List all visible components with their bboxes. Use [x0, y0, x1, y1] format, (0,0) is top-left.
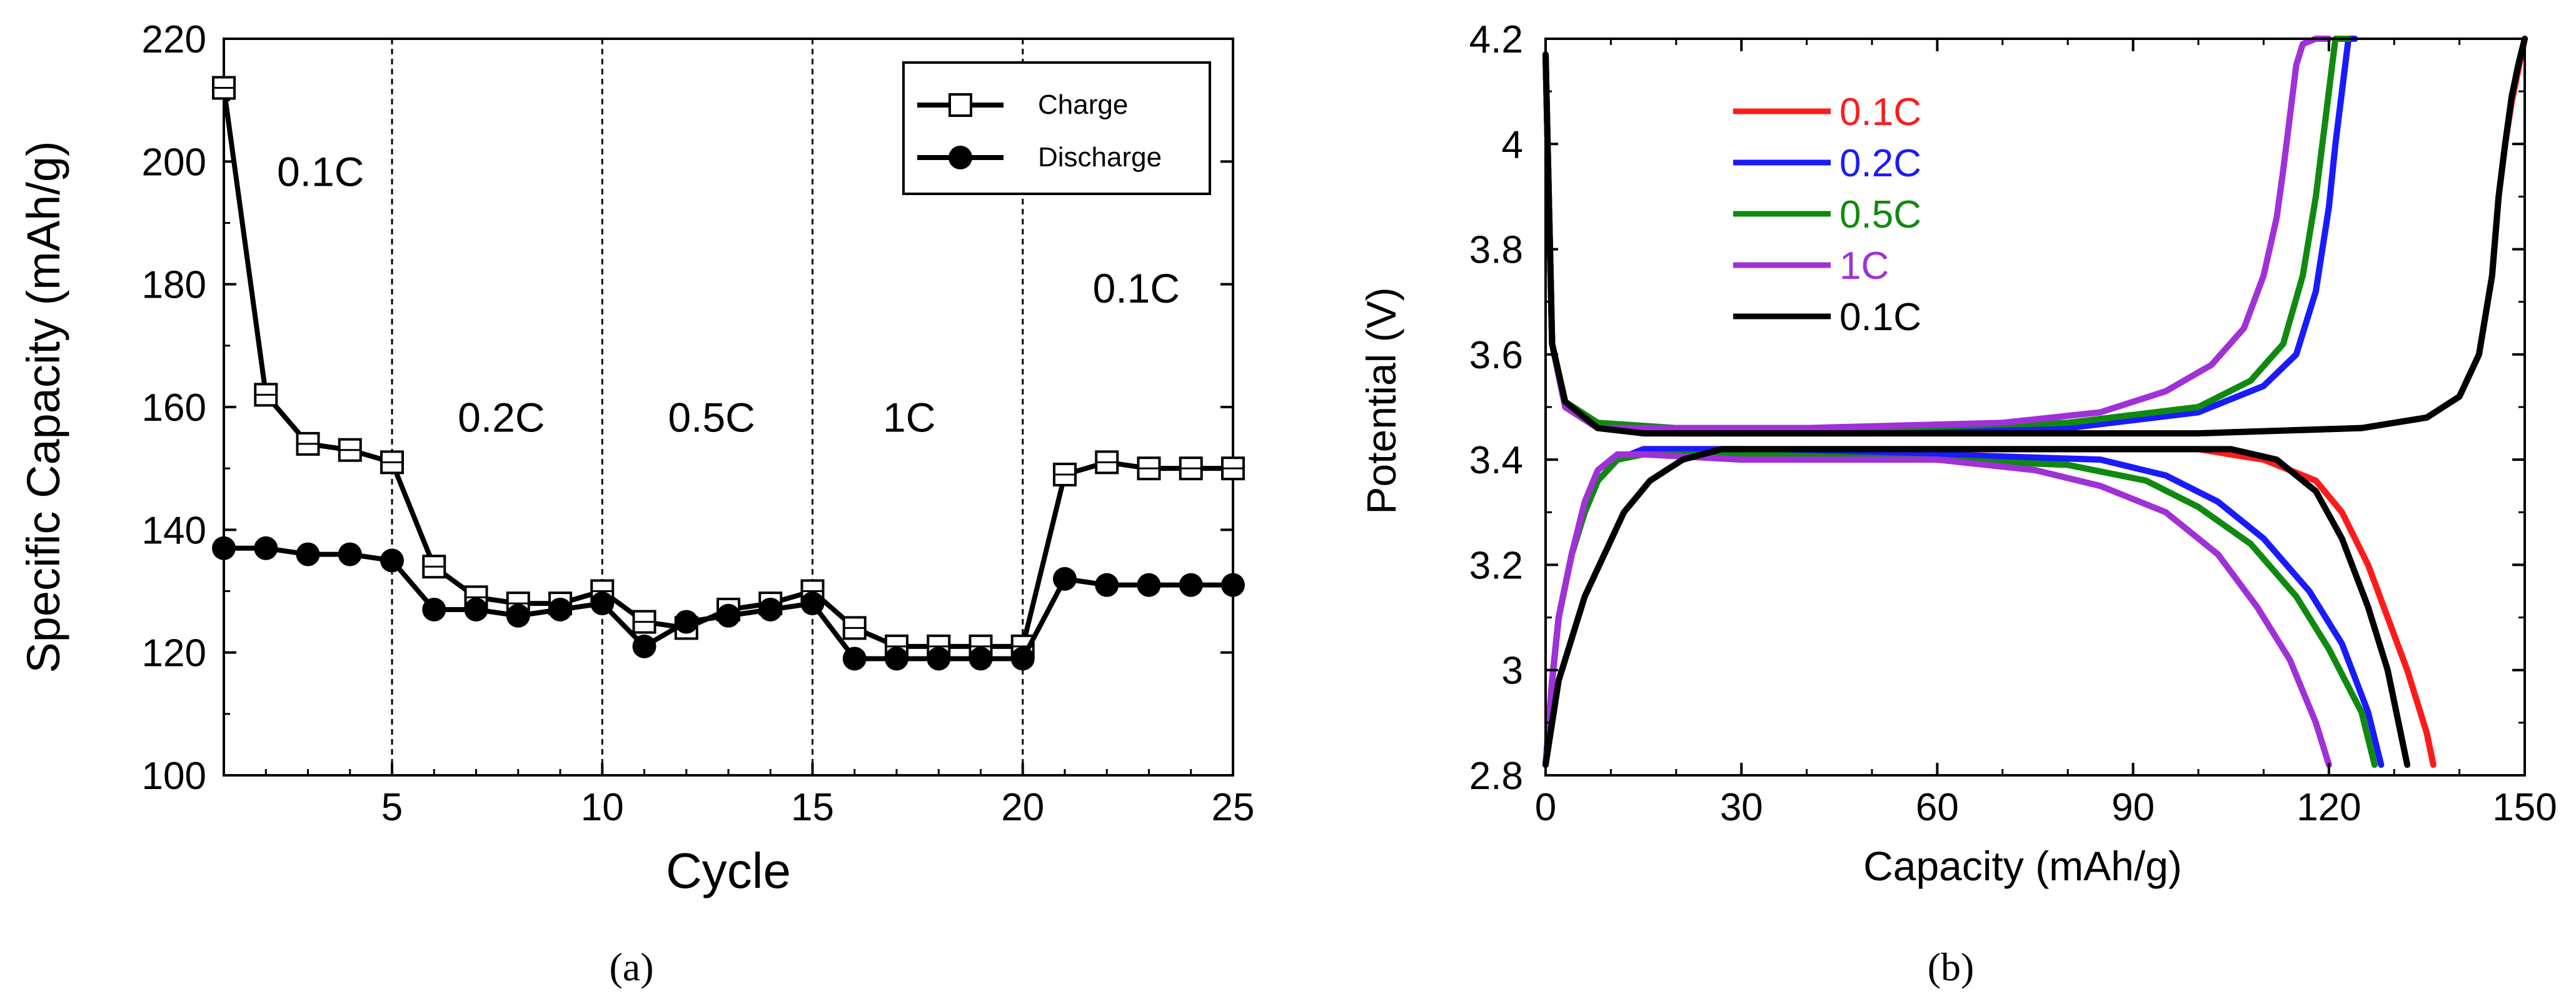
discharge-point	[1137, 573, 1161, 597]
y-tick-label: 100	[142, 755, 206, 798]
discharge-point	[717, 603, 740, 628]
y-tick-label: 160	[142, 386, 206, 430]
x-tick-label: 90	[2111, 786, 2155, 829]
legend-marker-square	[948, 93, 972, 117]
y-tick-label: 200	[142, 141, 206, 184]
x-tick-label: 10	[581, 786, 624, 829]
x-axis-label: Cycle	[666, 843, 791, 898]
discharge-point	[885, 646, 908, 671]
y-tick-label: 120	[142, 632, 206, 675]
y-tick-label: 3.8	[1469, 229, 1523, 272]
curve-charge	[1542, 36, 2528, 437]
chart-a: 5 10 15 20 25 100 120 140 160 180 200 220 Cycle Speci…	[18, 18, 1254, 989]
rate-label: 0.1C	[1093, 265, 1180, 311]
discharge-point	[927, 646, 951, 671]
legend-label: 0.5C	[1839, 193, 1921, 236]
y-tick-label: 4	[1502, 123, 1523, 166]
curve-charge	[1542, 36, 2528, 437]
chart-b: 0 30 60 90 120 150 2.8 3 3.2 3.4 3.6 3.8 4 4.2 Capacit…	[1358, 18, 2557, 989]
plot-frame	[1544, 38, 2526, 777]
x-tick-label: 150	[2492, 786, 2557, 829]
x-tick-label: 30	[1720, 786, 1763, 829]
discharge-point	[506, 603, 530, 628]
discharge-point	[842, 646, 867, 671]
discharge-point	[338, 542, 362, 566]
discharge-point	[632, 634, 657, 658]
y-axis-label: Potential (V)	[1358, 287, 1404, 514]
x-tick-label: 20	[1001, 786, 1044, 829]
curve-charge	[1542, 36, 2352, 431]
rate-label: 0.2C	[458, 394, 545, 440]
y-tick-label: 140	[142, 509, 206, 552]
y-tick-label: 3	[1502, 650, 1523, 693]
discharge-point	[1010, 646, 1035, 671]
y-tick-label: 3.2	[1469, 544, 1523, 587]
discharge-point	[1095, 573, 1119, 597]
legend-label: 0.2C	[1839, 142, 1921, 185]
y-tick-label: 3.6	[1469, 334, 1523, 377]
discharge-point	[590, 591, 615, 616]
discharge-point	[1053, 566, 1077, 591]
legend-label: 1C	[1839, 244, 1889, 288]
discharge-point	[758, 597, 783, 621]
curve-discharge	[1542, 446, 2411, 768]
legend-label: 0.1C	[1839, 91, 1921, 134]
y-axis-label: Specific Capacity (mAh/g)	[18, 141, 69, 673]
y-tick-label: 220	[142, 18, 206, 61]
x-tick-label: 0	[1535, 786, 1556, 829]
legend-label: Charge	[1038, 89, 1128, 120]
discharge-point	[422, 597, 446, 621]
legend-marker-circle	[948, 146, 972, 169]
x-tick-label: 5	[381, 786, 403, 829]
discharge-point	[464, 597, 488, 621]
discharge-point	[212, 536, 236, 560]
discharge-point	[800, 591, 825, 616]
y-tick-label: 180	[142, 264, 206, 307]
discharge-point	[1179, 573, 1203, 597]
rate-label: 0.5C	[668, 394, 755, 440]
rate-label: 0.1C	[277, 149, 364, 195]
discharge-point	[674, 610, 698, 634]
y-tick-label: 2.8	[1469, 755, 1523, 798]
x-tick-label: 25	[1212, 786, 1255, 829]
legend-box	[902, 61, 1211, 195]
discharge-point	[1221, 573, 1245, 597]
discharge-point	[296, 542, 320, 566]
curve-charge	[1542, 36, 2332, 431]
y-tick-label: 3.4	[1469, 439, 1523, 482]
x-tick-label: 15	[791, 786, 834, 829]
caption: (b)	[1928, 945, 1975, 989]
discharge-point	[254, 536, 278, 560]
rate-label: 1C	[883, 394, 935, 440]
legend-label: Discharge	[1038, 142, 1162, 173]
curve-charge	[1542, 36, 2358, 437]
y-tick-label: 4.2	[1469, 18, 1523, 61]
caption: (a)	[609, 945, 653, 989]
x-axis-label: Capacity (mAh/g)	[1863, 843, 2182, 889]
curve-discharge	[1542, 451, 2332, 768]
curve-discharge	[1542, 451, 2378, 768]
discharge-point	[548, 597, 572, 621]
legend-label: 0.1C	[1839, 296, 1921, 339]
discharge-point	[969, 646, 993, 671]
discharge-point	[380, 548, 404, 573]
x-tick-label: 60	[1916, 786, 1959, 829]
x-tick-label: 120	[2297, 786, 2361, 829]
